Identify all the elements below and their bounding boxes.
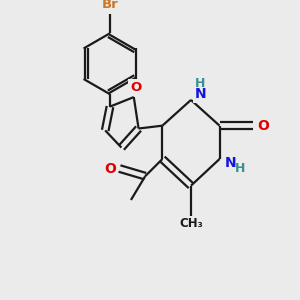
Text: O: O: [257, 119, 269, 133]
Text: N: N: [195, 87, 206, 101]
Text: Br: Br: [102, 0, 118, 11]
Text: CH₃: CH₃: [179, 217, 203, 230]
Text: N: N: [225, 156, 237, 170]
Text: H: H: [235, 162, 246, 175]
Text: O: O: [104, 161, 116, 176]
Text: H: H: [195, 77, 206, 90]
Text: O: O: [130, 81, 141, 94]
